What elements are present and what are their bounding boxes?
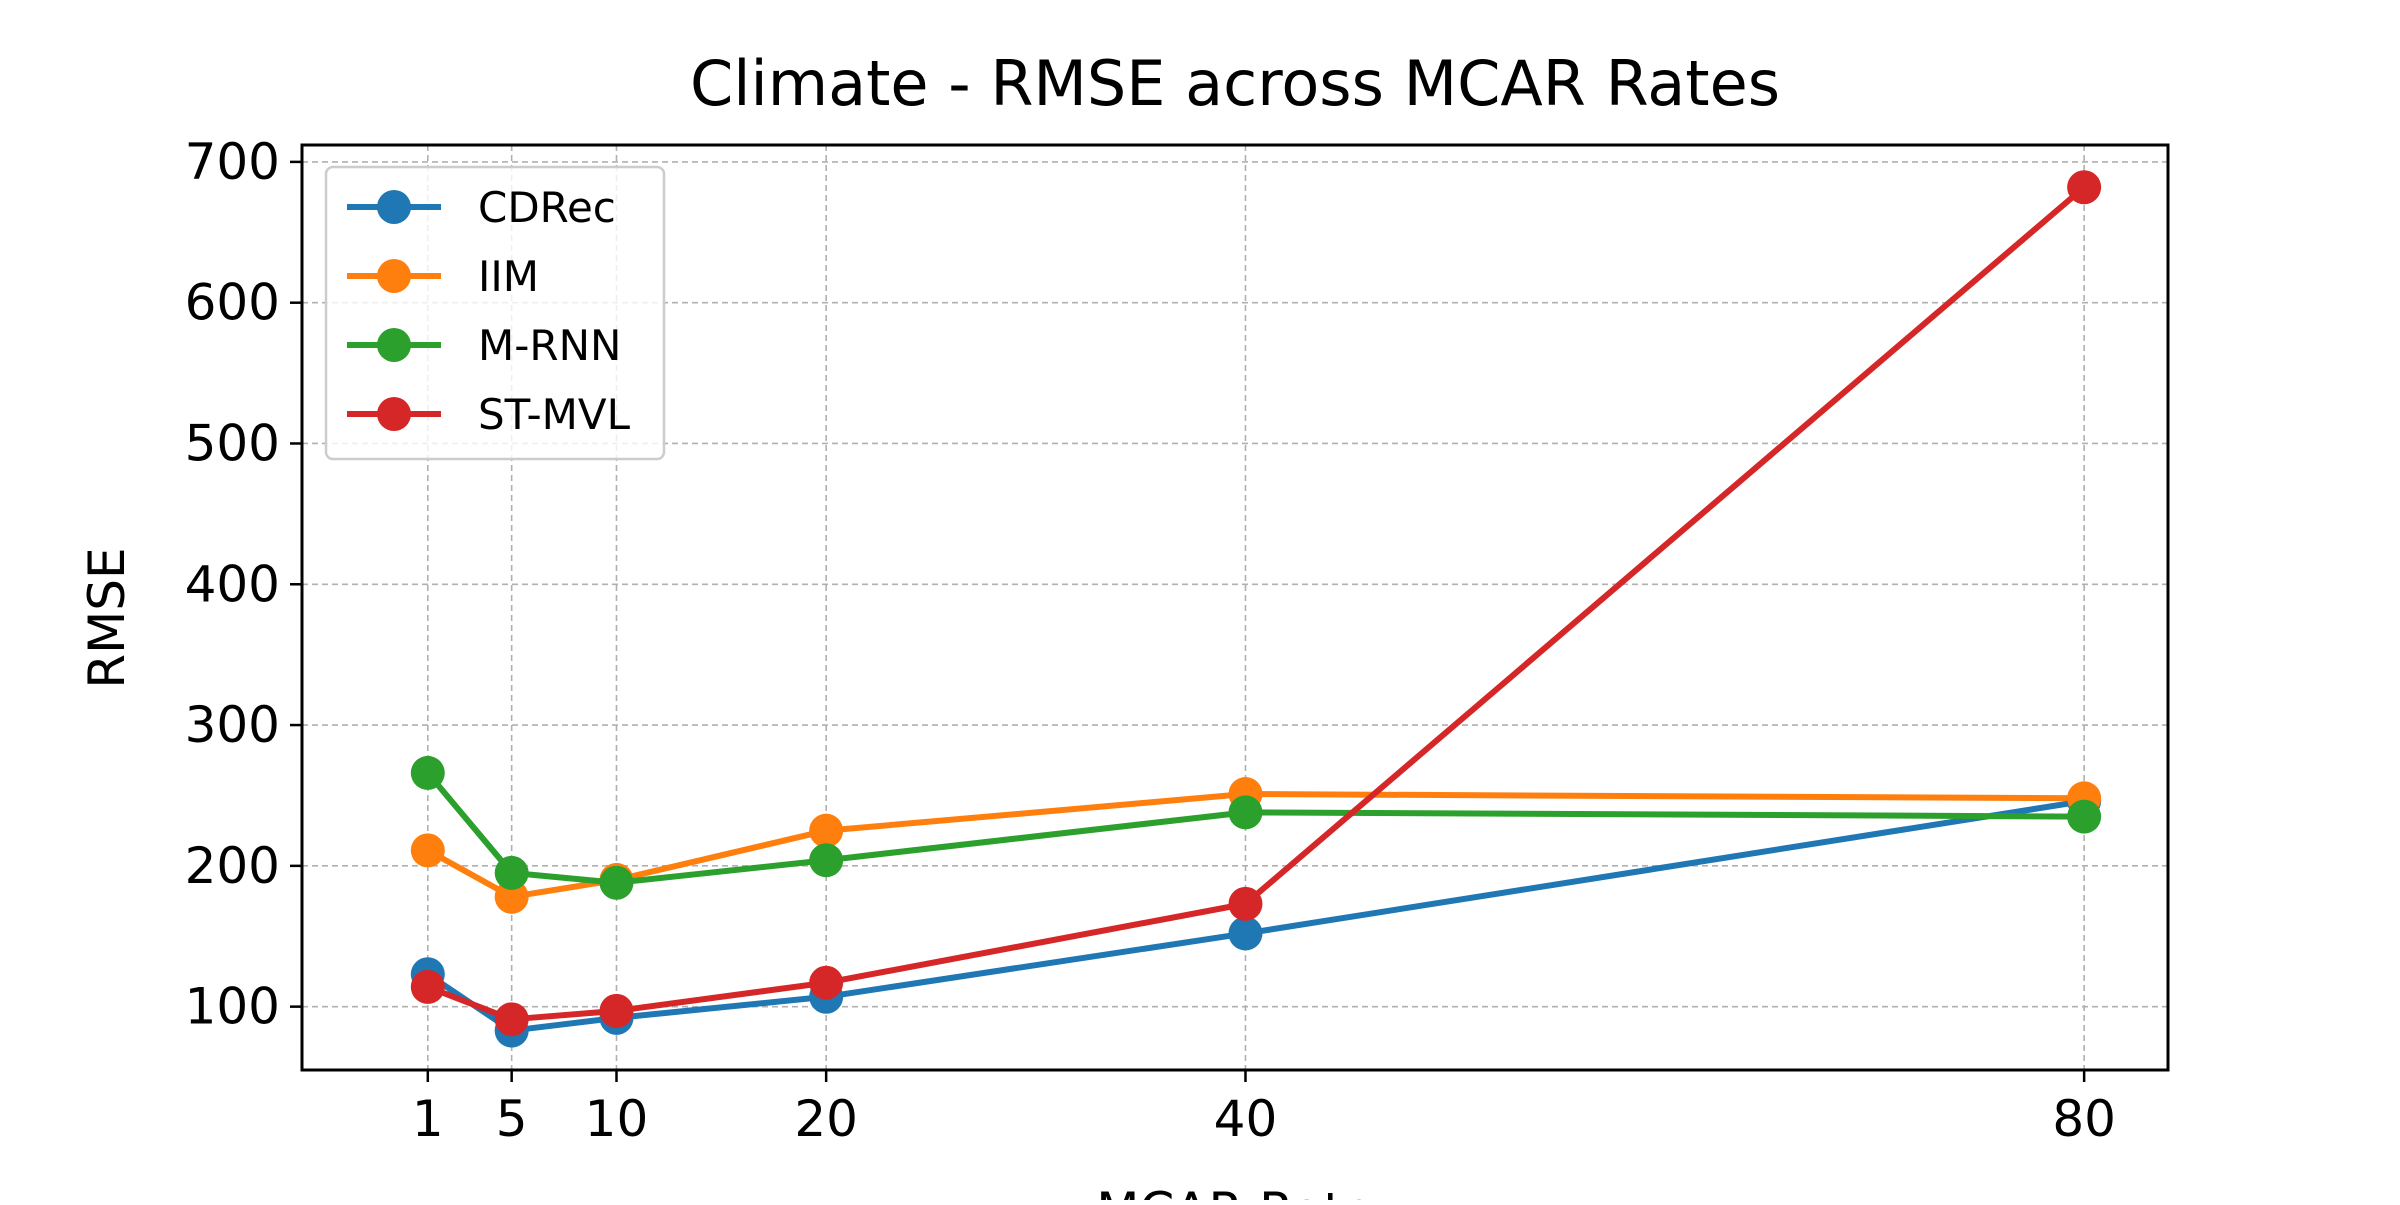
y-tick-label: 300 bbox=[185, 696, 280, 754]
y-tick-label: 200 bbox=[185, 837, 280, 895]
data-point-iim bbox=[410, 833, 445, 868]
data-point-iim bbox=[494, 879, 529, 914]
series-st-mvl bbox=[410, 170, 2102, 1037]
x-tick-label: 10 bbox=[585, 1090, 649, 1148]
y-tick-label: 600 bbox=[185, 274, 280, 332]
legend-label: M-RNN bbox=[478, 321, 621, 370]
data-point-st-mvl bbox=[599, 993, 634, 1028]
y-tick-label: 500 bbox=[185, 414, 280, 472]
y-tick-label: 100 bbox=[185, 978, 280, 1036]
data-point-st-mvl bbox=[2067, 170, 2102, 205]
data-point-st-mvl bbox=[809, 965, 844, 1000]
legend-item-m-rnn: M-RNN bbox=[347, 321, 621, 370]
legend-swatch-marker bbox=[377, 397, 411, 431]
axis-ticks: 1 5 10 20 40 80 100 200 300 400 500 600 700 bbox=[185, 133, 2116, 1148]
data-point-m-rnn bbox=[494, 855, 529, 890]
series-line-m-rnn bbox=[424, 769, 2088, 886]
plot-area-frame bbox=[300, 143, 2170, 1072]
data-point-m-rnn bbox=[410, 755, 445, 790]
legend-item-iim: IIM bbox=[347, 252, 539, 301]
legend-label: ST-MVL bbox=[478, 390, 631, 439]
series-iim bbox=[410, 777, 2102, 914]
legend-item-cdrec: CDRec bbox=[347, 183, 616, 232]
y-tick-label: 700 bbox=[185, 133, 280, 191]
data-point-m-rnn bbox=[2067, 799, 2102, 834]
data-point-st-mvl bbox=[410, 969, 445, 1004]
legend-box bbox=[324, 165, 666, 461]
data-point-m-rnn bbox=[809, 843, 844, 878]
x-tick-label: 1 bbox=[412, 1090, 444, 1148]
series-m-rnn bbox=[410, 755, 2102, 900]
data-point-m-rnn bbox=[599, 865, 634, 900]
data-point-cdrec bbox=[1228, 916, 1263, 951]
x-tick-label: 5 bbox=[496, 1090, 528, 1148]
legend-swatch-marker bbox=[377, 190, 411, 224]
y-axis-label: RMSE bbox=[78, 547, 136, 688]
legend: CDRec IIM M-RNN ST-MVL bbox=[324, 165, 666, 461]
legend-label: IIM bbox=[478, 252, 539, 301]
data-point-m-rnn bbox=[1228, 795, 1263, 830]
data-point-iim bbox=[809, 813, 844, 848]
x-tick-label: 20 bbox=[794, 1090, 858, 1148]
chart-title: Climate - RMSE across MCAR Rates bbox=[690, 47, 1780, 120]
data-series bbox=[410, 170, 2102, 1048]
data-point-st-mvl bbox=[1228, 886, 1263, 921]
x-tick-label: 40 bbox=[1214, 1090, 1278, 1148]
legend-item-st-mvl: ST-MVL bbox=[347, 390, 631, 439]
y-tick-label: 400 bbox=[185, 555, 280, 613]
x-axis-label: MCAR Rate bbox=[1096, 1182, 1374, 1200]
data-point-st-mvl bbox=[494, 1002, 529, 1037]
legend-swatch-marker bbox=[377, 259, 411, 293]
legend-swatch-marker bbox=[377, 328, 411, 362]
x-tick-label: 80 bbox=[2052, 1090, 2116, 1148]
legend-label: CDRec bbox=[478, 183, 616, 232]
